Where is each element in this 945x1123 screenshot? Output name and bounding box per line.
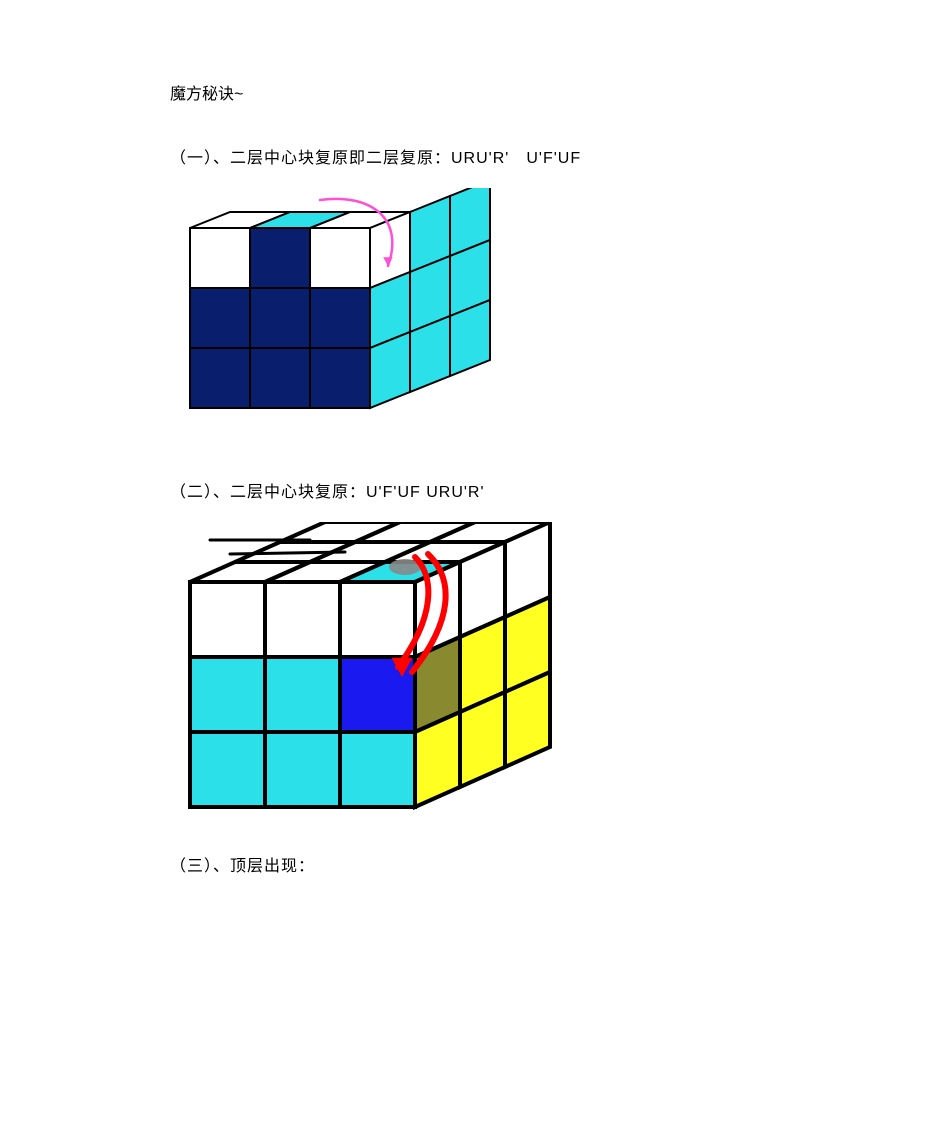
diagram-2 — [170, 522, 945, 822]
step-1-label: （一）、二层中心块复原即二层复原：URU'R' U'F'UF — [170, 144, 945, 168]
page-title: 魔方秘诀~ — [170, 80, 945, 104]
diagram-1 — [170, 188, 945, 448]
step-2-label: （二）、二层中心块复原：U'F'UF URU'R' — [170, 478, 945, 502]
step-3-label: （三）、顶层出现： — [170, 852, 945, 876]
